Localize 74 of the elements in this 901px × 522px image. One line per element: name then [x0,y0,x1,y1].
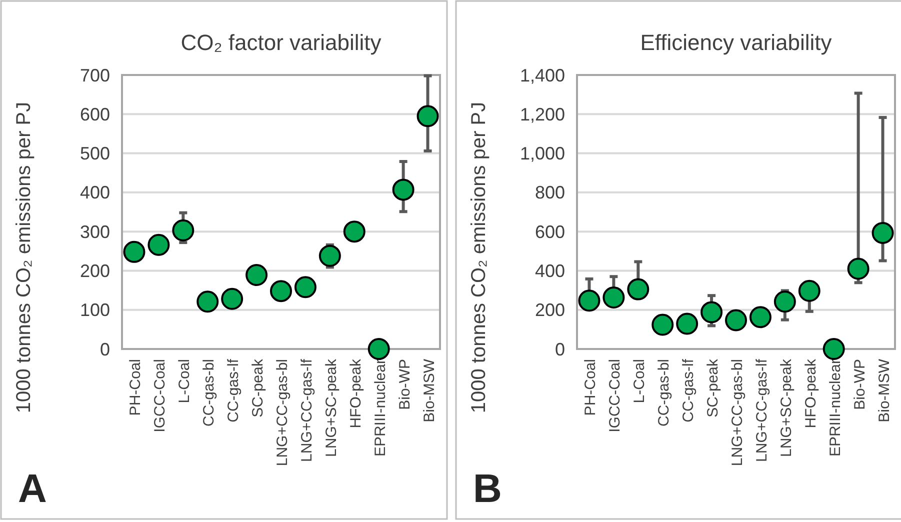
x-tick-label: CC-gas-bl [656,359,673,427]
y-tick-label: 0 [554,339,565,360]
x-tick-label: Bio-MSW [876,358,893,422]
point [270,280,292,302]
point [343,220,366,243]
x-tick-label: LNG+CC-gas-bl [729,359,746,466]
x-tick-label: CC-gas-lf [225,358,242,422]
y-tick-label: 400 [80,182,110,203]
point [774,290,796,313]
x-tick-label: Bio-WP [851,359,868,410]
y-tick-label: 400 [534,261,565,282]
point [822,338,845,360]
y-axis-title: 1000 tonnes CO₂ emissions per PJ [468,102,490,414]
x-tick-label: CC-gas-lf [680,358,698,422]
y-tick-label: 200 [534,300,565,320]
x-tick-label: EPRIII-nuclear [372,359,389,457]
point [847,258,870,280]
y-tick-label: 600 [534,222,565,242]
point [627,278,650,300]
point [196,290,219,313]
x-tick-label: SC-peak [250,358,267,418]
point [700,301,723,324]
x-tick-label: LNG+SC-peak [322,358,340,457]
x-tick-label: IGCC-Coal [606,359,624,432]
x-tick-label: IGCC-Coal [152,359,169,432]
x-tick-label: LNG+SC-peak [778,358,795,457]
point [872,222,894,244]
y-tick-label: 800 [534,182,565,203]
x-tick-label: L-Coal [631,359,648,404]
point [221,288,244,310]
x-tick-label: L-Coal [176,359,194,404]
point [246,264,268,286]
chart-title: CO₂ factor variability [180,30,382,55]
y-tick-label: 1,400 [520,65,565,86]
point [123,240,146,263]
x-tick-label: Bio-MSW [420,358,438,422]
point [368,338,390,360]
y-tick-label: 100 [80,300,110,320]
x-tick-label: PH-Coal [582,359,600,416]
y-axis-title: 1000 tonnes CO₂ emissions per PJ [13,102,35,414]
y-tick-label: 500 [80,144,110,164]
text: A [18,467,47,511]
point [602,286,625,309]
y-tick-label: 700 [80,65,110,86]
y-tick-label: 1,200 [520,104,565,124]
point [172,219,194,242]
point [294,276,316,298]
text: B [473,467,502,511]
point [749,306,772,328]
y-tick-label: 1,000 [520,144,565,164]
x-tick-label: PH-Coal [127,359,144,416]
x-tick-label: LNG+CC-gas-lf [753,358,770,462]
y-tick-label: 300 [80,222,110,242]
point [652,314,674,336]
point [318,244,341,267]
x-tick-label: LNG+CC-gas-bl [274,359,291,466]
chart-title: Efficiency variability [640,30,832,55]
y-tick-label: 600 [80,104,110,124]
point [392,178,414,201]
point [578,290,600,312]
point [148,234,170,256]
x-tick-label: HFO-peak [347,358,364,428]
x-tick-label: Bio-WP [396,359,414,410]
point [798,280,820,302]
point [676,312,698,335]
point [416,105,439,128]
y-tick-label: 0 [100,339,110,360]
x-tick-label: SC-peak [704,358,722,418]
x-tick-label: HFO-peak [802,358,820,428]
x-tick-label: LNG+CC-gas-lf [298,358,316,462]
x-tick-label: EPRIII-nuclear [826,359,844,457]
point [725,309,747,332]
y-tick-label: 200 [80,261,110,282]
x-tick-label: CC-gas-bl [200,359,218,427]
